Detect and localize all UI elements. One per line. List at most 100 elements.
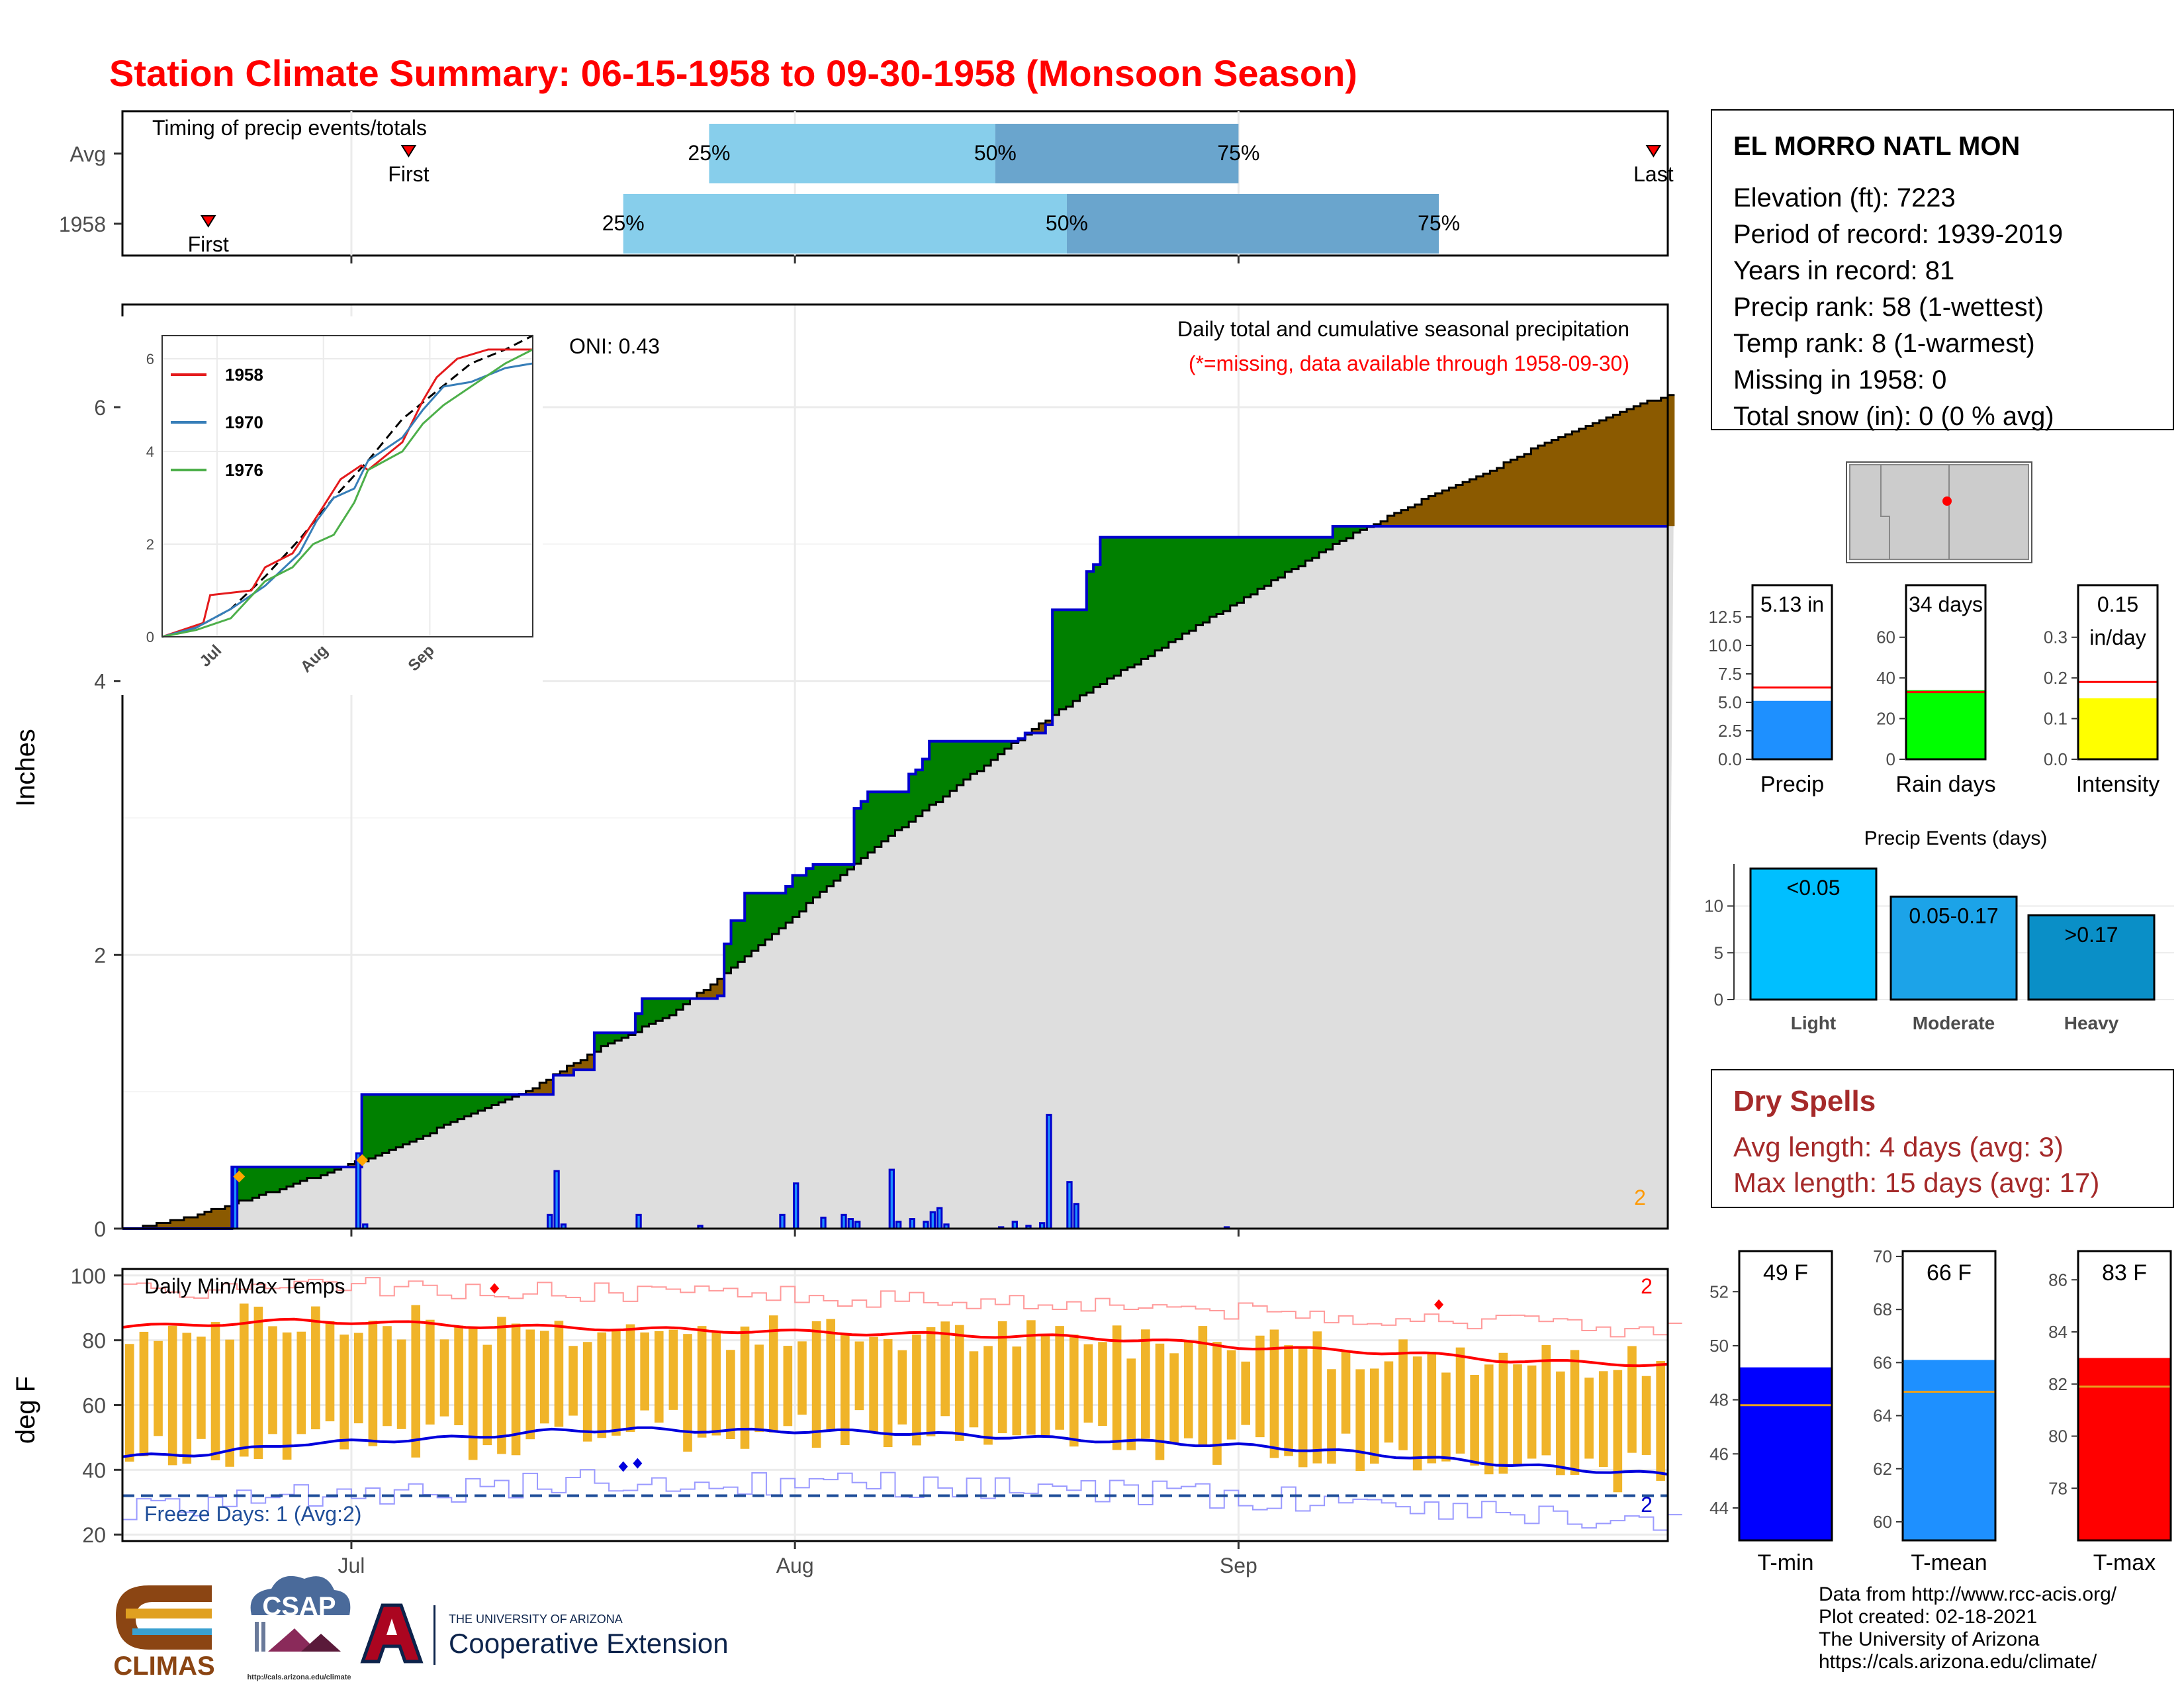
timing-panel-label: Timing of precip events/totals — [152, 116, 427, 140]
temp-summary-bar — [1739, 1367, 1832, 1540]
summary-ytick-label: 0.2 — [2044, 668, 2068, 688]
state-map — [1846, 461, 2032, 563]
ua-logo-small-text: THE UNIVERSITY OF ARIZONA — [449, 1613, 623, 1626]
temp-summary-frame — [1901, 1250, 1997, 1542]
missing-data-marker — [356, 1154, 369, 1166]
temp-summary-frame — [2077, 1250, 2172, 1542]
daily-temp-range-bar — [612, 1329, 621, 1436]
daily-temp-range-bar — [396, 1339, 406, 1429]
precip-ytick-label: 4 — [94, 670, 106, 694]
daily-temp-range-bar — [1183, 1340, 1193, 1438]
daily-temp-range-bar — [811, 1321, 821, 1448]
events-bar — [1749, 867, 1878, 1001]
temp-ylabel: deg F — [11, 1376, 40, 1444]
daily-temp-range-bar — [1226, 1350, 1236, 1440]
daily-temp-range-bar — [711, 1332, 721, 1436]
timing-bar-50-75 — [995, 124, 1239, 183]
record-low-marker — [618, 1461, 628, 1472]
events-bar-range: <0.05 — [1787, 876, 1841, 900]
timing-last-label: Last — [1633, 162, 1674, 186]
station-missing: Missing in 1958: 0 — [1733, 365, 1947, 395]
daily-precip-bar — [841, 1213, 847, 1230]
daily-temp-range-bar — [912, 1335, 921, 1446]
daily-temp-range-bar — [1298, 1347, 1308, 1468]
daily-precip-bar — [1046, 1113, 1052, 1230]
temp-min-count: 2 — [1641, 1493, 1653, 1517]
events-bar — [2027, 914, 2156, 1001]
freeze-days-label: Freeze Days: 1 (Avg:2) — [144, 1502, 361, 1526]
precip-ylabel: Inches — [11, 729, 40, 807]
daily-temp-range-bar — [697, 1326, 707, 1438]
summary-bar-label: Rain days — [1895, 772, 1995, 797]
daily-temp-range-bar — [539, 1331, 549, 1424]
temp-ytick-label: 40 — [82, 1458, 106, 1482]
inset-series-average — [161, 334, 533, 638]
temp-summary-bar — [2078, 1358, 2171, 1540]
station-location-marker — [1942, 496, 1952, 506]
daily-temp-range-bar — [841, 1335, 850, 1445]
daily-temp-range-bar — [954, 1325, 964, 1441]
daily-precip-bar — [909, 1218, 915, 1230]
daily-temp-range-bar — [1527, 1365, 1537, 1459]
daily-temp-range-bar — [1598, 1371, 1608, 1468]
station-snow: Total snow (in): 0 (0 % avg) — [1733, 402, 2054, 431]
daily-temp-range-bar — [897, 1350, 907, 1425]
precip-corner-count: 2 — [1634, 1186, 1646, 1209]
daily-temp-range-bar — [1312, 1331, 1322, 1464]
summary-ytick-label: 2.5 — [1718, 721, 1742, 741]
temp-xtick-label: Sep — [1220, 1554, 1257, 1577]
footer-data-source: Data from http://www.rcc-acis.org/ — [1819, 1583, 2117, 1605]
daily-temp-range-bar — [154, 1340, 163, 1436]
temp-summary-ytick-label: 70 — [1873, 1246, 1892, 1266]
daily-temp-range-bar — [1026, 1320, 1036, 1435]
daily-temp-range-bar — [139, 1331, 149, 1456]
timing-bar-25-50 — [709, 124, 995, 183]
daily-temp-range-bar — [182, 1333, 192, 1464]
daily-precip-bar — [793, 1182, 799, 1230]
inset-series-1970 — [161, 362, 533, 638]
climas-logo: CLIMAS — [113, 1585, 215, 1681]
temp-xtick-label: Aug — [776, 1554, 814, 1577]
daily-temp-range-bar — [1541, 1345, 1551, 1456]
daily-precip-bar — [1073, 1203, 1079, 1230]
daily-temp-range-bar — [640, 1332, 649, 1411]
timing-pct-label: 50% — [1046, 211, 1088, 235]
temp-summary-value-label: 83 F — [2102, 1260, 2147, 1286]
station-period: Period of record: 1939-2019 — [1733, 220, 2064, 249]
footer-university: The University of Arizona — [1819, 1628, 2040, 1650]
temp-summary-ytick-label: 84 — [2048, 1322, 2068, 1342]
timing-pct-label: 25% — [688, 141, 730, 165]
summary-ytick-label: 7.5 — [1718, 664, 1742, 684]
daily-precip-bar — [355, 1152, 362, 1230]
daily-temp-range-bar — [1627, 1346, 1637, 1453]
daily-precip-bar — [1066, 1181, 1073, 1230]
csap-logo-text: CSAP — [262, 1592, 336, 1621]
daily-temp-range-bar — [1513, 1364, 1522, 1465]
daily-precip-bar — [820, 1216, 827, 1230]
daily-temp-range-bar — [282, 1332, 292, 1460]
inset-ytick-label: 2 — [146, 536, 154, 553]
daily-temp-range-bar — [854, 1341, 864, 1411]
observed-cumulative-line — [122, 525, 1668, 1230]
daily-precip-bar — [779, 1213, 786, 1230]
station-elevation: Elevation (ft): 7223 — [1733, 183, 1956, 212]
daily-temp-range-bar — [597, 1332, 607, 1438]
temp-summary-ytick-label: 80 — [2048, 1427, 2068, 1446]
summary-ytick-label: 0.3 — [2044, 628, 2068, 647]
daily-temp-range-bar — [511, 1323, 521, 1456]
summary-ytick-label: 40 — [1876, 668, 1895, 688]
daily-precip-bar — [888, 1168, 895, 1230]
timing-first-marker — [400, 145, 417, 158]
daily-temp-range-bar — [1484, 1364, 1494, 1475]
daily-temp-range-bar — [311, 1306, 320, 1430]
summary-ytick-label: 12.5 — [1708, 607, 1742, 627]
summary-bars: 5.13 in 0.0 2.5 5.0 7.5 10.0 12.5 Precip 34 days… — [1708, 584, 2160, 797]
record-high-marker — [1434, 1299, 1444, 1310]
dry-spells-box: Dry Spells Avg length: 4 days (avg: 3) M… — [1711, 1069, 2174, 1208]
temp-summary-ytick-label: 52 — [1709, 1282, 1729, 1301]
station-years: Years in record: 81 — [1733, 256, 1955, 285]
station-name: EL MORRO NATL MON — [1733, 132, 2021, 161]
dry-spells-title: Dry Spells — [1733, 1085, 1876, 1117]
inset-series-1976 — [161, 348, 533, 638]
daily-temp-range-bar — [1455, 1347, 1465, 1454]
